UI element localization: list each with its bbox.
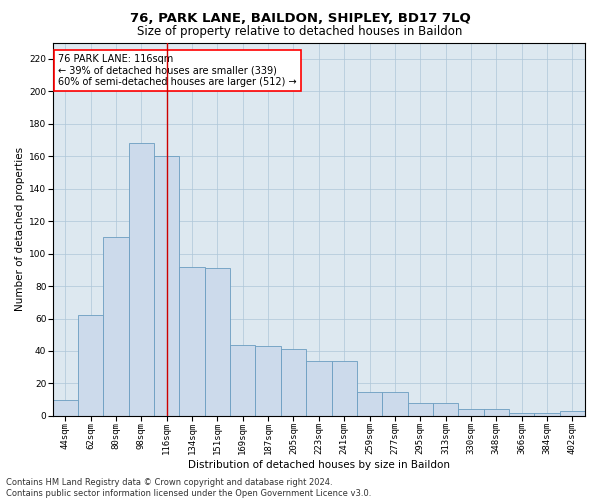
Bar bbox=[458, 410, 484, 416]
Bar bbox=[78, 316, 103, 416]
Bar bbox=[179, 266, 205, 416]
Bar bbox=[103, 238, 129, 416]
Text: 76, PARK LANE, BAILDON, SHIPLEY, BD17 7LQ: 76, PARK LANE, BAILDON, SHIPLEY, BD17 7L… bbox=[130, 12, 470, 26]
X-axis label: Distribution of detached houses by size in Baildon: Distribution of detached houses by size … bbox=[188, 460, 450, 470]
Bar bbox=[256, 346, 281, 416]
Bar bbox=[53, 400, 78, 416]
Bar bbox=[205, 268, 230, 416]
Bar bbox=[281, 350, 306, 416]
Text: 76 PARK LANE: 116sqm
← 39% of detached houses are smaller (339)
60% of semi-deta: 76 PARK LANE: 116sqm ← 39% of detached h… bbox=[58, 54, 296, 87]
Bar bbox=[382, 392, 407, 416]
Y-axis label: Number of detached properties: Number of detached properties bbox=[15, 147, 25, 312]
Text: Contains HM Land Registry data © Crown copyright and database right 2024.
Contai: Contains HM Land Registry data © Crown c… bbox=[6, 478, 371, 498]
Bar bbox=[357, 392, 382, 416]
Bar bbox=[535, 412, 560, 416]
Bar bbox=[129, 143, 154, 416]
Bar bbox=[407, 403, 433, 416]
Bar bbox=[332, 360, 357, 416]
Bar bbox=[509, 412, 535, 416]
Bar bbox=[560, 411, 585, 416]
Bar bbox=[306, 360, 332, 416]
Bar bbox=[154, 156, 179, 416]
Text: Size of property relative to detached houses in Baildon: Size of property relative to detached ho… bbox=[137, 25, 463, 38]
Bar bbox=[484, 410, 509, 416]
Bar bbox=[230, 344, 256, 416]
Bar bbox=[433, 403, 458, 416]
